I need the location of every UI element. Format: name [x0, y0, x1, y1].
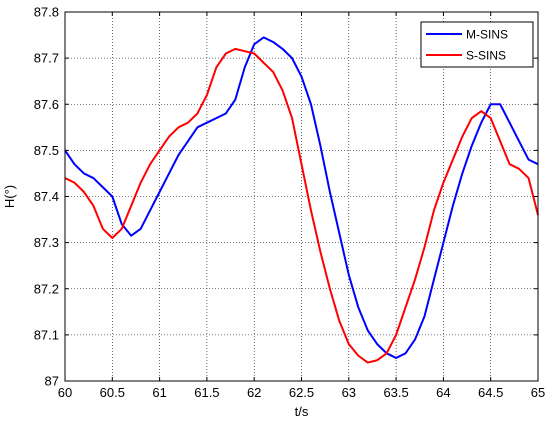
legend: M-SINS S-SINS — [420, 21, 534, 68]
series-line-m-sins — [64, 36, 539, 359]
series-line-s-sins — [64, 47, 539, 364]
x-tick-label: 62 — [247, 385, 261, 400]
y-tick-label: 87.1 — [34, 327, 59, 342]
x-tick-label: 65 — [531, 385, 545, 400]
legend-label-s-sins: S-SINS — [466, 49, 506, 63]
y-tick-label: 87.6 — [34, 97, 59, 112]
series-group — [64, 36, 539, 364]
y-tick-label: 87 — [45, 374, 59, 389]
x-tick-label: 62.5 — [289, 385, 314, 400]
x-axis-label: t/s — [295, 404, 309, 419]
y-tick-label: 87.4 — [34, 189, 59, 204]
x-tick-label: 64.5 — [478, 385, 503, 400]
x-tick-label: 60 — [58, 385, 72, 400]
x-tick-label: 63.5 — [383, 385, 408, 400]
legend-box — [420, 21, 534, 68]
x-tick-label: 61 — [152, 385, 166, 400]
y-axis-label: H(°) — [2, 185, 17, 208]
y-tick-label: 87.5 — [34, 143, 59, 158]
x-tick-label: 63 — [342, 385, 356, 400]
y-tick-label: 87.8 — [34, 5, 59, 20]
grid — [65, 12, 538, 381]
x-tick-label: 61.5 — [194, 385, 219, 400]
x-tick-label: 60.5 — [100, 385, 125, 400]
y-tick-label: 87.2 — [34, 281, 59, 296]
legend-label-m-sins: M-SINS — [466, 28, 508, 42]
y-tick-label: 87.3 — [34, 235, 59, 250]
y-tick-label: 87.7 — [34, 51, 59, 66]
x-axis: 60 60.5 61 61.5 62 62.5 63 63.5 64 64.5 65 — [58, 12, 545, 400]
y-axis: 87 87.1 87.2 87.3 87.4 87.5 87.6 87.7 87.8 — [34, 5, 538, 389]
x-tick-label: 64 — [436, 385, 450, 400]
